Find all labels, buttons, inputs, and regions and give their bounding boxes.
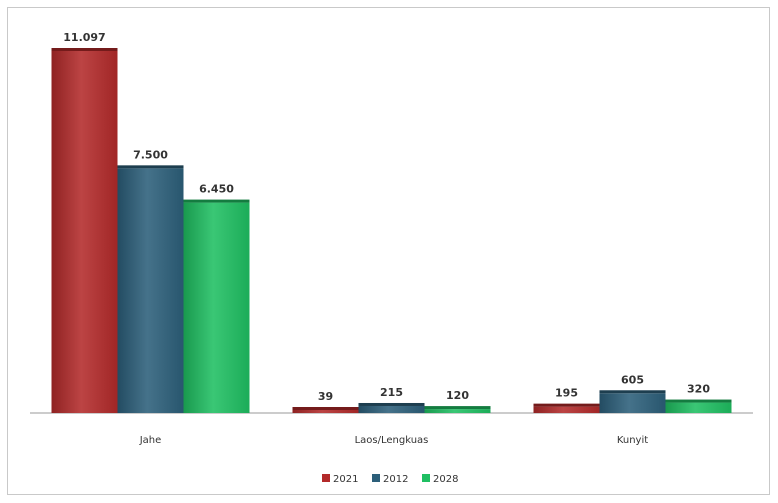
bar-cap-2012 xyxy=(599,390,666,394)
bar-jahe-2021 xyxy=(51,51,118,413)
category-label: Laos/Lengkuas xyxy=(355,435,429,446)
data-label: 7.500 xyxy=(133,148,168,161)
bar-cap-2021 xyxy=(533,403,600,407)
data-label: 605 xyxy=(621,373,644,386)
category-label: Kunyit xyxy=(617,435,648,446)
data-label: 195 xyxy=(555,387,578,400)
legend-swatch-2021 xyxy=(322,474,330,482)
category-label: Jahe xyxy=(139,435,162,446)
legend-label-2021: 2021 xyxy=(333,474,358,485)
legend-label-2012: 2012 xyxy=(383,474,408,485)
bar-jahe-2028 xyxy=(183,202,250,413)
bar-cap-2012 xyxy=(117,165,184,169)
bar-kunyit-2028 xyxy=(665,402,732,413)
bar-laos-lengkuas-2028 xyxy=(424,409,491,413)
bar-cap-2028 xyxy=(665,399,732,403)
legend-swatch-2012 xyxy=(372,474,380,482)
bar-kunyit-2012 xyxy=(599,393,666,413)
data-label: 6.450 xyxy=(199,183,234,196)
bar-cap-2028 xyxy=(183,199,250,203)
data-label: 120 xyxy=(446,389,469,402)
bar-laos-lengkuas-2021 xyxy=(292,410,359,413)
bar-jahe-2012 xyxy=(117,168,184,413)
data-label: 39 xyxy=(318,390,333,403)
data-label: 320 xyxy=(687,383,710,396)
bar-cap-2021 xyxy=(292,407,359,410)
bar-cap-2012 xyxy=(358,402,425,406)
legend-label-2028: 2028 xyxy=(433,474,458,485)
data-label: 11.097 xyxy=(63,31,105,44)
bar-kunyit-2021 xyxy=(533,406,600,413)
legend-swatch-2028 xyxy=(422,474,430,482)
bar-cap-2021 xyxy=(51,48,118,51)
bar-cap-2028 xyxy=(424,406,491,410)
bar-laos-lengkuas-2012 xyxy=(358,405,425,413)
data-label: 215 xyxy=(380,386,403,399)
